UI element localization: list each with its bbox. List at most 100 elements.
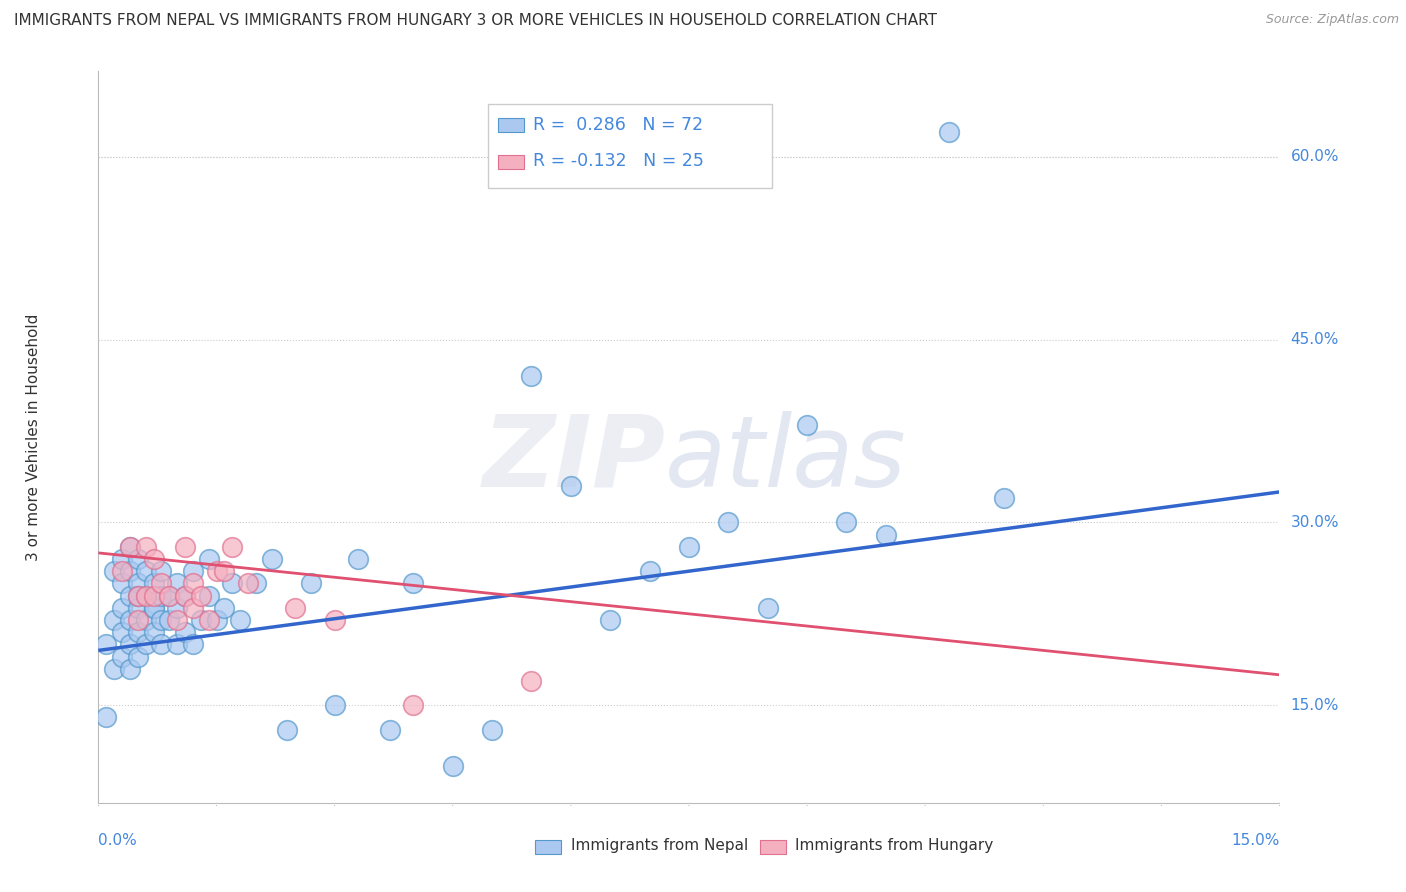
Point — [127, 576, 149, 591]
Point — [214, 564, 236, 578]
Point — [111, 600, 134, 615]
Point — [96, 637, 118, 651]
Point — [142, 576, 165, 591]
Point — [181, 600, 204, 615]
Point — [181, 576, 204, 591]
Point — [127, 649, 149, 664]
Point — [520, 673, 543, 688]
Point — [166, 576, 188, 591]
Point — [205, 613, 228, 627]
Point — [157, 589, 180, 603]
Point — [229, 613, 252, 627]
Point — [323, 698, 346, 713]
Text: 60.0%: 60.0% — [1291, 149, 1339, 164]
Point — [299, 576, 322, 591]
Point — [111, 564, 134, 578]
Point — [441, 759, 464, 773]
Text: 0.0%: 0.0% — [98, 833, 138, 848]
Point — [135, 540, 157, 554]
Point — [142, 589, 165, 603]
Point — [197, 589, 219, 603]
Text: Immigrants from Nepal: Immigrants from Nepal — [571, 838, 748, 854]
Point — [796, 417, 818, 432]
Point — [135, 613, 157, 627]
Point — [197, 552, 219, 566]
Point — [127, 552, 149, 566]
Point — [142, 625, 165, 640]
Point — [127, 613, 149, 627]
Point — [276, 723, 298, 737]
Text: R =  0.286   N = 72: R = 0.286 N = 72 — [533, 116, 703, 134]
Point — [402, 576, 425, 591]
Point — [993, 491, 1015, 505]
Text: atlas: atlas — [665, 410, 907, 508]
Point — [118, 540, 141, 554]
Point — [481, 723, 503, 737]
Point — [190, 589, 212, 603]
Point — [142, 600, 165, 615]
Point — [402, 698, 425, 713]
Text: Immigrants from Hungary: Immigrants from Hungary — [796, 838, 994, 854]
Point — [236, 576, 259, 591]
Point — [111, 552, 134, 566]
Point — [118, 613, 141, 627]
Point — [835, 516, 858, 530]
FancyBboxPatch shape — [488, 104, 772, 188]
Point — [118, 589, 141, 603]
Point — [678, 540, 700, 554]
Point — [150, 589, 173, 603]
Point — [875, 527, 897, 541]
Point — [214, 600, 236, 615]
Point — [135, 564, 157, 578]
Point — [323, 613, 346, 627]
Point — [135, 637, 157, 651]
Point — [157, 589, 180, 603]
Point — [150, 613, 173, 627]
Point — [150, 576, 173, 591]
Text: 15.0%: 15.0% — [1291, 698, 1339, 713]
Point — [245, 576, 267, 591]
Point — [118, 662, 141, 676]
Point — [157, 613, 180, 627]
Point — [190, 613, 212, 627]
Text: IMMIGRANTS FROM NEPAL VS IMMIGRANTS FROM HUNGARY 3 OR MORE VEHICLES IN HOUSEHOLD: IMMIGRANTS FROM NEPAL VS IMMIGRANTS FROM… — [14, 13, 936, 29]
Point — [166, 600, 188, 615]
Point — [150, 637, 173, 651]
Text: ZIP: ZIP — [482, 410, 665, 508]
Point — [174, 625, 197, 640]
Point — [638, 564, 661, 578]
Point — [111, 649, 134, 664]
Point — [118, 540, 141, 554]
Point — [103, 662, 125, 676]
Point — [174, 540, 197, 554]
Point — [756, 600, 779, 615]
Point — [938, 125, 960, 139]
Point — [166, 637, 188, 651]
Point — [127, 600, 149, 615]
Text: 45.0%: 45.0% — [1291, 332, 1339, 347]
Point — [96, 710, 118, 724]
Point — [142, 552, 165, 566]
Point — [560, 479, 582, 493]
Point — [118, 564, 141, 578]
Text: 3 or more Vehicles in Household: 3 or more Vehicles in Household — [25, 313, 41, 561]
Point — [599, 613, 621, 627]
Point — [127, 589, 149, 603]
Point — [103, 564, 125, 578]
Point — [118, 637, 141, 651]
Point — [221, 540, 243, 554]
Text: Source: ZipAtlas.com: Source: ZipAtlas.com — [1265, 13, 1399, 27]
Point — [174, 589, 197, 603]
Point — [111, 625, 134, 640]
Point — [197, 613, 219, 627]
FancyBboxPatch shape — [498, 155, 523, 169]
Point — [260, 552, 283, 566]
Point — [205, 564, 228, 578]
FancyBboxPatch shape — [498, 119, 523, 132]
Point — [347, 552, 370, 566]
Point — [221, 576, 243, 591]
Point — [284, 600, 307, 615]
Point — [166, 613, 188, 627]
Point — [378, 723, 401, 737]
Point — [174, 589, 197, 603]
